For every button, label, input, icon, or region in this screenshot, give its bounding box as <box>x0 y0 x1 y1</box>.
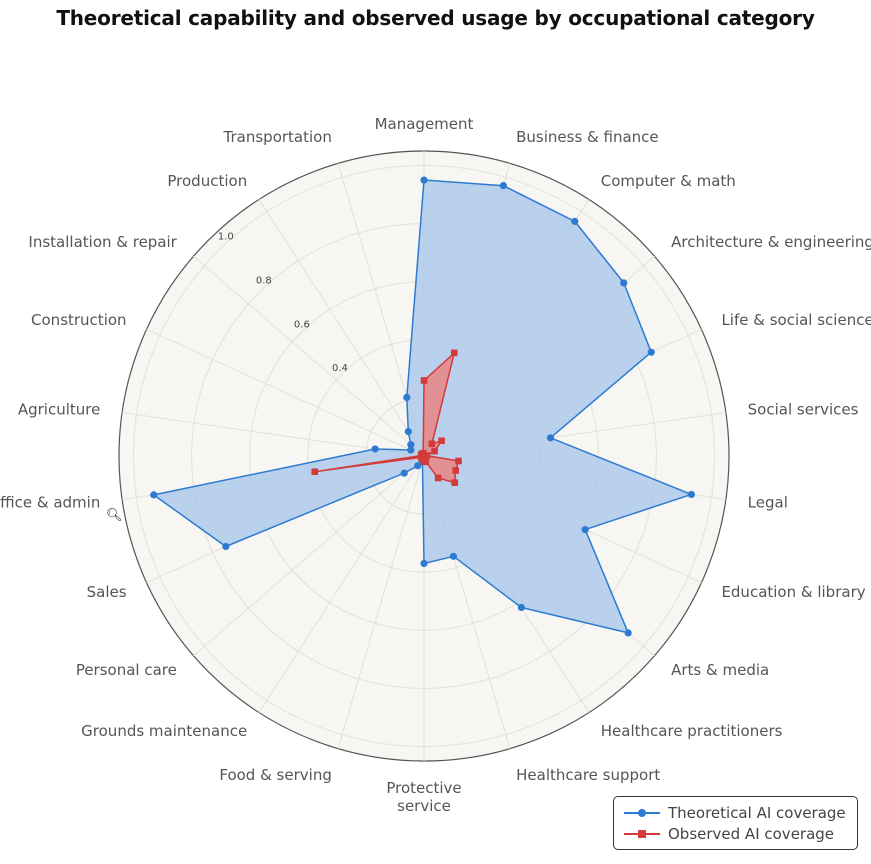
axis-label: Architecture & engineering <box>671 233 871 251</box>
data-point-theoretical <box>420 559 428 568</box>
data-point-theoretical <box>150 491 158 499</box>
axis-label: Social services <box>748 400 859 418</box>
axis-label: Transportation <box>223 128 332 146</box>
data-point-theoretical <box>581 526 589 534</box>
data-point-observed <box>311 468 319 476</box>
axis-label: Healthcare practitioners <box>601 722 783 740</box>
grid-spoke <box>193 255 425 457</box>
grid-spoke <box>193 455 425 657</box>
axis-label: Production <box>167 172 247 190</box>
axis-label: Life & social sciences <box>721 311 871 329</box>
data-point-theoretical <box>400 469 408 477</box>
grid-spoke <box>258 199 425 457</box>
data-point-observed <box>438 437 445 445</box>
grid-spoke <box>258 455 425 713</box>
radar-ticks: 0.4 0.6 0.8 1.0 <box>218 231 348 374</box>
data-point-theoretical <box>517 603 525 612</box>
data-point-observed <box>428 440 436 448</box>
axis-label: Management <box>375 115 474 133</box>
axis-label: Legal <box>748 494 788 512</box>
data-point-theoretical <box>449 552 458 560</box>
data-point-theoretical <box>407 446 415 454</box>
radial-tick-label: 1.0 <box>218 231 234 242</box>
data-point-observed <box>420 377 428 384</box>
data-point-observed <box>452 467 460 474</box>
data-point-theoretical <box>222 542 230 551</box>
data-point-observed <box>423 452 431 459</box>
axis-label: Grounds maintenance <box>81 722 247 740</box>
legend-swatch-theoretical-icon <box>624 808 660 817</box>
data-point-theoretical <box>403 393 411 402</box>
grid-spoke <box>337 455 425 749</box>
radial-tick-label: 0.4 <box>332 363 348 374</box>
data-point-observed <box>451 479 459 486</box>
axis-label: Protective service <box>386 779 461 815</box>
radar-series <box>150 176 695 637</box>
axis-label: Installation & repair <box>28 233 177 251</box>
data-point-theoretical <box>687 490 695 499</box>
axis-label: Food & serving <box>219 766 332 784</box>
data-point-observed <box>434 474 442 482</box>
legend-swatch-observed-icon <box>624 829 660 838</box>
data-point-theoretical <box>624 629 632 637</box>
axis-label: Computer & math <box>601 172 736 190</box>
axis-label: Construction <box>31 311 127 329</box>
data-point-theoretical <box>571 217 579 226</box>
legend-label-theoretical: Theoretical AI coverage <box>668 803 846 822</box>
data-point-observed <box>419 449 427 457</box>
data-point-theoretical <box>420 176 428 184</box>
axis-label: Education & library <box>721 583 865 601</box>
legend: Theoretical AI coverage Observed AI cove… <box>613 796 858 850</box>
radial-tick-label: 0.8 <box>256 275 272 286</box>
data-point-observed <box>455 457 462 465</box>
data-point-theoretical <box>499 182 507 190</box>
legend-label-observed: Observed AI coverage <box>668 824 835 843</box>
axis-label: Sales <box>87 583 127 601</box>
data-point-theoretical <box>407 440 415 449</box>
data-point-theoretical <box>404 427 412 436</box>
axis-label: Business & finance <box>516 128 659 146</box>
legend-item-theoretical[interactable]: Theoretical AI coverage <box>624 802 847 823</box>
axis-label: Office & admin <box>0 494 100 512</box>
axis-label: Personal care <box>76 661 177 679</box>
axis-label: Agriculture <box>18 400 101 418</box>
data-point-theoretical <box>414 462 422 470</box>
zoom-cursor-icon: 🔍︎ <box>106 508 123 523</box>
data-point-theoretical <box>546 434 555 442</box>
radial-tick-label: 0.6 <box>294 319 310 330</box>
axis-label: Healthcare support <box>516 766 660 784</box>
data-point-theoretical <box>620 279 628 287</box>
axis-label: Arts & media <box>671 661 769 679</box>
data-point-observed <box>431 447 438 455</box>
grid-spoke <box>146 328 425 457</box>
radar-axis-labels: Management Business & finance Computer & m… <box>0 115 871 815</box>
data-point-observed <box>450 349 458 357</box>
data-point-theoretical <box>371 445 379 453</box>
data-point-theoretical <box>647 348 655 356</box>
legend-item-observed[interactable]: Observed AI coverage <box>624 823 847 844</box>
chart-title: Theoretical capability and observed usag… <box>56 6 815 30</box>
